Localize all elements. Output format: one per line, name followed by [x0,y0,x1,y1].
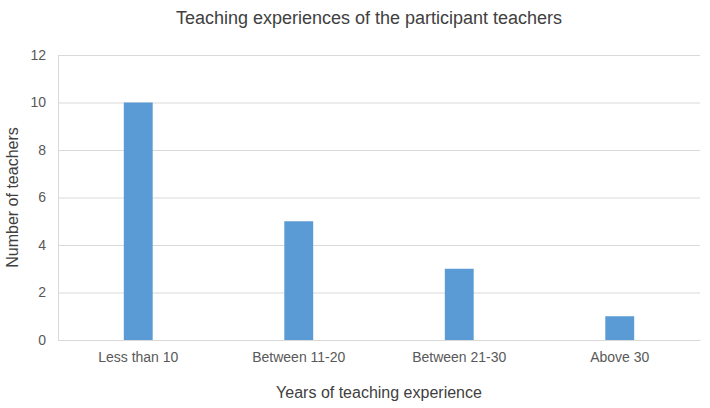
x-tick: Between 21-30 [412,349,506,365]
grid-line [58,103,700,104]
y-tick-label: 12 [30,47,46,63]
bar [445,269,474,340]
x-tick: Between 11-20 [252,349,345,365]
y-axis-title: Number of teachers [4,127,21,268]
y-tick: 12 [30,47,700,63]
x-axis: Less than 10 Between 11-20 Between 21-30 Ab… [59,341,701,365]
plot-area: 0 2 4 6 8 10 12 Less than 10 Between 11-20 Betwee… [30,47,700,365]
chart: 0 2 4 6 8 10 12 Less than 10 Between 11-20 Betwee… [0,0,710,408]
grid-line [58,150,700,151]
grid-line [58,340,700,341]
bar [124,103,153,341]
grid-line [58,293,700,294]
y-tick-label: 10 [30,94,46,110]
x-tick: Less than 10 [98,349,178,365]
grid-line [58,55,700,56]
y-axis-line [59,56,701,341]
x-tick-label: Between 11-20 [252,349,345,365]
grid-line [58,198,700,199]
bar [284,221,313,340]
title: Teaching experiences of the participant … [176,8,562,28]
x-tick-label: Above 30 [590,349,649,365]
y-axis: 0 2 4 6 8 10 12 [30,47,700,348]
bars [124,103,634,341]
x-axis-line [59,340,701,341]
bar [605,316,634,340]
x-axis-title: Years of teaching experience [276,384,482,401]
y-tick-label: 6 [38,189,46,205]
y-tick-label: 0 [38,332,46,348]
grid-line [58,245,700,246]
y-tick-label: 4 [38,237,46,253]
y-tick-label: 2 [38,284,46,300]
x-tick: Above 30 [590,349,649,365]
x-tick-label: Between 21-30 [412,349,506,365]
y-tick-label: 8 [38,142,46,158]
x-tick-label: Less than 10 [98,349,178,365]
